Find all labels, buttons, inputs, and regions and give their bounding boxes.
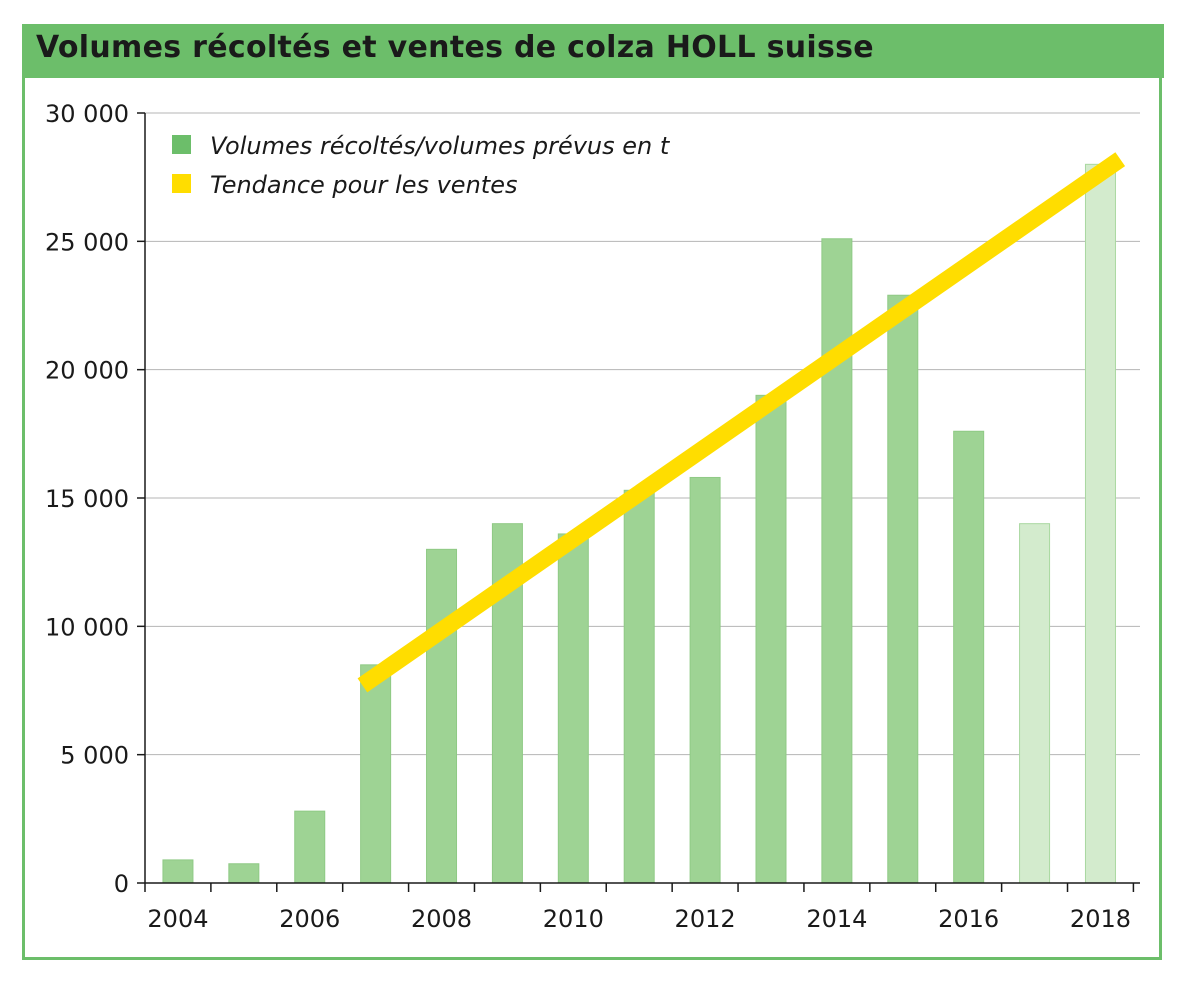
axes-group: 0 5 000 10 000 15 000 20 000 25 000 30 000 2004… (45, 100, 1140, 933)
x-tick-label: 2004 (147, 905, 208, 933)
trend-group (357, 152, 1126, 693)
trend-line (357, 152, 1126, 693)
y-tick-label: 5 000 (60, 742, 129, 770)
bar (953, 430, 985, 884)
title-bar: Volumes récoltés et ventes de colza HOLL… (22, 24, 1164, 78)
x-tick-label: 2012 (675, 905, 736, 933)
bar (887, 294, 919, 884)
bar (360, 664, 392, 884)
x-tick-label: 2006 (279, 905, 340, 933)
bar (755, 394, 787, 884)
y-tick-label: 25 000 (45, 228, 129, 256)
x-tick-label: 2016 (938, 905, 999, 933)
bars-group (162, 163, 1116, 884)
y-tick-label: 30 000 (45, 100, 129, 128)
bar (426, 548, 458, 884)
bar (821, 238, 853, 884)
y-tick-label: 0 (114, 870, 129, 898)
x-tick-label: 2010 (543, 905, 604, 933)
x-tick-label: 2014 (806, 905, 867, 933)
y-tick-label: 10 000 (45, 613, 129, 641)
bar (294, 810, 326, 884)
bar (623, 489, 655, 884)
legend-swatch-trend (172, 174, 191, 193)
x-tick-label: 2008 (411, 905, 472, 933)
bar (557, 533, 589, 884)
y-tick-label: 15 000 (45, 485, 129, 513)
legend-label-trend: Tendance pour les ventes (210, 171, 517, 199)
bar (1084, 163, 1116, 884)
y-tick-label: 20 000 (45, 357, 129, 385)
x-tick-label: 2018 (1070, 905, 1131, 933)
legend: Volumes récoltés/volumes prévus en t Tend… (172, 132, 671, 199)
bar (228, 863, 260, 884)
chart-title: Volumes récoltés et ventes de colza HOLL… (36, 30, 874, 65)
legend-swatch-bars (172, 135, 191, 154)
bar (689, 476, 721, 884)
legend-label-bars: Volumes récoltés/volumes prévus en t (210, 132, 671, 160)
bar (1019, 523, 1051, 884)
bar (162, 859, 194, 884)
